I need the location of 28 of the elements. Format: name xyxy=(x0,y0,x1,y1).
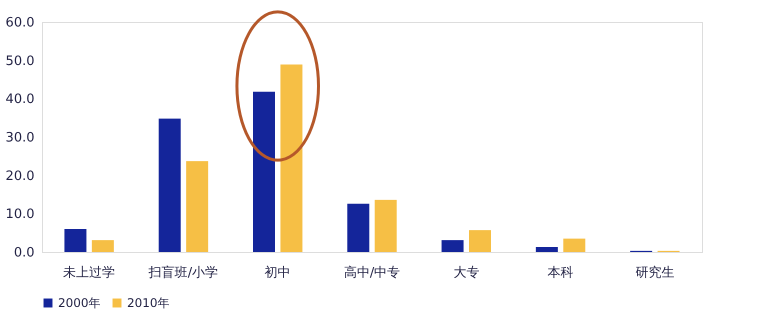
y-tick-label: 40.0 xyxy=(6,92,34,108)
x-tick-label: 扫盲班/小学 xyxy=(148,264,218,280)
bar xyxy=(536,247,558,252)
y-tick-label: 30.0 xyxy=(6,130,34,146)
bar xyxy=(158,118,181,252)
bar xyxy=(280,64,302,252)
bar xyxy=(186,161,208,252)
x-tick-label: 本科 xyxy=(548,266,574,280)
bar xyxy=(64,229,86,252)
bar xyxy=(374,200,397,252)
bar xyxy=(347,204,370,252)
x-tick-label: 高中/中专 xyxy=(344,264,400,280)
legend-label: 2000年 xyxy=(58,296,101,310)
y-tick-label: 10.0 xyxy=(6,207,34,222)
bar xyxy=(442,240,464,252)
y-tick-label: 0.0 xyxy=(14,246,34,260)
bar xyxy=(469,230,491,252)
y-tick-label: 60.0 xyxy=(6,16,34,30)
bar xyxy=(92,240,114,252)
x-tick-label: 研究生 xyxy=(635,266,674,280)
x-tick-label: 大专 xyxy=(453,266,480,280)
legend-label: 2010年 xyxy=(127,296,170,310)
y-tick-label: 20.0 xyxy=(6,168,34,184)
x-tick-label: 初中 xyxy=(264,266,291,280)
bar xyxy=(253,92,275,252)
y-tick-label: 50.0 xyxy=(6,54,34,69)
bar xyxy=(563,238,586,252)
x-tick-label: 未上过学 xyxy=(63,266,116,280)
